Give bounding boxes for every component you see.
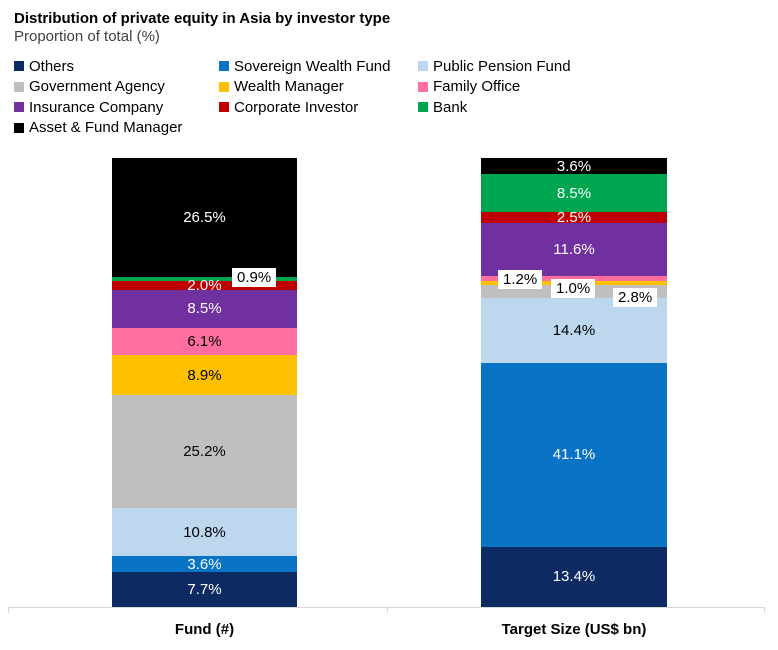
legend-item-wealth-manager: Wealth Manager xyxy=(219,78,418,95)
x-axis-tick xyxy=(387,607,388,613)
callout-label-bank: 0.9% xyxy=(232,268,277,287)
category-label-fund: Fund (#) xyxy=(174,621,235,638)
legend-label: Bank xyxy=(433,98,468,116)
stacked-bar-fund: 26.5% 0.9% 2.0% 8.5% 6.1% 8.9% 25.2% 10.8% 3.6% 7… xyxy=(112,158,297,607)
segment-bank xyxy=(112,276,297,281)
legend-item-government-agency: Government Agency xyxy=(14,78,219,95)
segment-insurance-company xyxy=(112,289,297,328)
legend-swatch-icon xyxy=(418,61,428,72)
legend-swatch-icon xyxy=(14,122,24,133)
legend-label: Public Pension Fund xyxy=(433,57,571,75)
segment-label-asset-fund-manager: 26.5% xyxy=(183,208,226,226)
legend-label: Wealth Manager xyxy=(234,78,344,96)
legend-label: Insurance Company xyxy=(29,98,164,116)
legend-item-insurance-company: Insurance Company xyxy=(14,99,219,116)
segment-family-office xyxy=(112,327,297,356)
stacked-bar-target-size-us-bn: 3.6% 8.5% 2.5% 11.6% 1.2% 1.0% 2.8% 14.4% 41.1% 1… xyxy=(481,158,667,607)
segment-label-bank: 8.5% xyxy=(556,184,592,202)
legend-label: Family Office xyxy=(433,78,521,96)
segment-wealth-manager xyxy=(112,355,297,396)
segment-label-others: 13.4% xyxy=(552,568,596,586)
legend-label: Others xyxy=(29,57,75,75)
legend-item-corporate-investor: Corporate Investor xyxy=(219,99,418,116)
segment-government-agency xyxy=(112,395,297,508)
segment-asset-fund-manager xyxy=(481,158,667,175)
legend-swatch-icon xyxy=(418,102,428,113)
legend-label: Government Agency xyxy=(29,78,165,96)
legend-label: Corporate Investor xyxy=(234,98,359,116)
legend-item-public-pension-fund: Public Pension Fund xyxy=(418,58,571,75)
segment-label-sovereign-wealth-fund: 41.1% xyxy=(552,446,596,464)
segment-label-insurance-company: 11.6% xyxy=(553,241,595,258)
legend-swatch-icon xyxy=(219,81,229,92)
segment-public-pension-fund xyxy=(112,507,297,557)
callout-label-family-office: 1.2% xyxy=(498,270,543,289)
segment-corporate-investor xyxy=(481,212,667,224)
segment-family-office xyxy=(481,275,667,281)
legend-swatch-icon xyxy=(418,81,428,92)
legend-label: Sovereign Wealth Fund xyxy=(234,57,391,75)
segment-label-public-pension-fund: 10.8% xyxy=(183,523,226,541)
x-axis-line xyxy=(8,607,765,608)
legend-item-bank: Bank xyxy=(418,99,571,116)
segment-label-corporate-investor: 2.5% xyxy=(556,209,592,227)
segment-label-others: 7.7% xyxy=(187,581,222,599)
legend-swatch-icon xyxy=(219,102,229,113)
legend-swatch-icon xyxy=(14,102,24,113)
segment-label-wealth-manager: 8.9% xyxy=(187,366,222,384)
segment-label-public-pension-fund: 14.4% xyxy=(552,321,596,339)
legend-item-asset-fund-manager: Asset & Fund Manager xyxy=(14,119,219,136)
segment-label-family-office: 6.1% xyxy=(187,332,222,350)
legend-swatch-icon xyxy=(14,81,24,92)
segment-others xyxy=(112,572,297,607)
legend-item-sovereign-wealth-fund: Sovereign Wealth Fund xyxy=(219,58,418,75)
legend-swatch-icon xyxy=(14,61,24,72)
callout-label-government-agency: 2.8% xyxy=(613,288,658,307)
segment-corporate-investor xyxy=(112,280,297,290)
legend-label: Asset & Fund Manager xyxy=(29,119,183,137)
segment-sovereign-wealth-fund xyxy=(481,362,667,547)
segment-sovereign-wealth-fund xyxy=(112,556,297,573)
segment-label-government-agency: 25.2% xyxy=(183,443,226,460)
segment-label-asset-fund-manager: 3.6% xyxy=(556,157,592,175)
chart-subtitle: Proportion of total (%) xyxy=(14,28,160,45)
plot-area: 26.5% 0.9% 2.0% 8.5% 6.1% 8.9% 25.2% 10.8% 3.6% 7… xyxy=(0,158,778,650)
legend-swatch-icon xyxy=(219,61,229,72)
legend-item-family-office: Family Office xyxy=(418,78,571,95)
segment-public-pension-fund xyxy=(481,297,667,363)
chart-title: Distribution of private equity in Asia b… xyxy=(14,10,391,27)
segment-asset-fund-manager xyxy=(112,158,297,277)
chart-legend: Others Sovereign Wealth Fund Public Pensio… xyxy=(14,56,571,138)
segment-insurance-company xyxy=(481,223,667,276)
segment-label-corporate-investor: 2.0% xyxy=(187,276,222,294)
segment-label-sovereign-wealth-fund: 3.6% xyxy=(187,555,222,573)
callout-label-wealth-manager: 1.0% xyxy=(551,279,596,298)
segment-bank xyxy=(481,174,667,213)
segment-label-insurance-company: 8.5% xyxy=(187,300,222,318)
legend-item-others: Others xyxy=(14,58,219,75)
category-label-target-size: Target Size (US$ bn) xyxy=(501,621,647,638)
x-axis-tick xyxy=(764,607,765,613)
segment-others xyxy=(481,546,667,607)
x-axis-tick xyxy=(8,607,9,613)
